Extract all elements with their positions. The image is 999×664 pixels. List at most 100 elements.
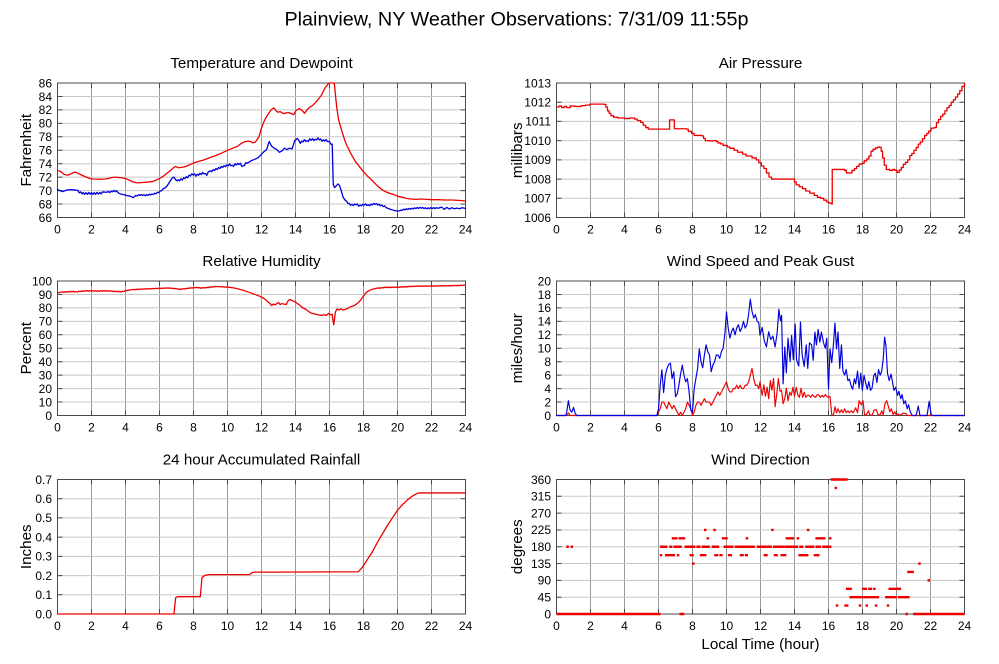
svg-text:80: 80 — [39, 117, 53, 131]
svg-text:24: 24 — [459, 421, 473, 435]
svg-text:8: 8 — [190, 619, 197, 633]
svg-text:2: 2 — [88, 223, 95, 237]
svg-text:Fahrenheit: Fahrenheit — [18, 113, 35, 186]
svg-text:16: 16 — [538, 301, 552, 315]
svg-text:10: 10 — [39, 395, 53, 409]
svg-text:4: 4 — [621, 421, 628, 435]
svg-text:1010: 1010 — [524, 134, 551, 148]
svg-text:14: 14 — [788, 223, 802, 237]
svg-text:72: 72 — [39, 170, 53, 184]
svg-text:4: 4 — [621, 223, 628, 237]
svg-text:16: 16 — [323, 421, 337, 435]
svg-text:6: 6 — [156, 619, 163, 633]
svg-text:1007: 1007 — [524, 192, 551, 206]
svg-text:14: 14 — [788, 619, 802, 633]
svg-text:20: 20 — [39, 382, 53, 396]
svg-text:12: 12 — [754, 421, 768, 435]
svg-text:270: 270 — [531, 506, 551, 520]
svg-text:24 hour Accumulated Rainfall: 24 hour Accumulated Rainfall — [163, 452, 361, 469]
svg-text:1012: 1012 — [524, 96, 551, 110]
svg-text:10: 10 — [221, 421, 235, 435]
svg-text:82: 82 — [39, 103, 53, 117]
svg-text:70: 70 — [39, 315, 53, 329]
svg-text:Air Pressure: Air Pressure — [719, 55, 803, 72]
svg-text:Local Time (hour): Local Time (hour) — [701, 636, 819, 653]
svg-text:40: 40 — [39, 355, 53, 369]
svg-text:0: 0 — [544, 409, 551, 423]
svg-text:24: 24 — [958, 223, 972, 237]
svg-text:45: 45 — [538, 590, 552, 604]
svg-text:0: 0 — [45, 409, 52, 423]
svg-text:0.2: 0.2 — [35, 569, 52, 583]
svg-text:20: 20 — [391, 421, 405, 435]
svg-text:20: 20 — [890, 223, 904, 237]
svg-text:10: 10 — [720, 619, 734, 633]
svg-text:22: 22 — [425, 619, 439, 633]
svg-text:Temperature and Dewpoint: Temperature and Dewpoint — [170, 55, 353, 72]
svg-text:1008: 1008 — [524, 172, 551, 186]
svg-text:225: 225 — [531, 523, 551, 537]
svg-text:20: 20 — [890, 619, 904, 633]
svg-text:315: 315 — [531, 490, 551, 504]
svg-text:18: 18 — [856, 223, 870, 237]
svg-text:10: 10 — [221, 223, 235, 237]
svg-text:1011: 1011 — [525, 115, 551, 129]
svg-text:20: 20 — [890, 421, 904, 435]
svg-text:1009: 1009 — [524, 153, 551, 167]
svg-text:0: 0 — [553, 619, 560, 633]
svg-text:135: 135 — [531, 557, 551, 571]
svg-text:6: 6 — [655, 619, 662, 633]
svg-text:10: 10 — [720, 421, 734, 435]
svg-text:0: 0 — [553, 421, 560, 435]
svg-text:68: 68 — [39, 197, 53, 211]
svg-text:14: 14 — [289, 223, 303, 237]
svg-text:0: 0 — [54, 223, 61, 237]
svg-text:20: 20 — [391, 619, 405, 633]
svg-text:4: 4 — [122, 619, 129, 633]
svg-text:100: 100 — [32, 274, 52, 288]
svg-text:86: 86 — [39, 76, 53, 90]
svg-text:80: 80 — [39, 301, 53, 315]
svg-text:360: 360 — [531, 473, 551, 487]
svg-text:8: 8 — [544, 355, 551, 369]
svg-text:12: 12 — [538, 328, 552, 342]
svg-text:2: 2 — [587, 421, 594, 435]
svg-text:24: 24 — [459, 619, 473, 633]
svg-text:4: 4 — [544, 382, 551, 396]
svg-text:16: 16 — [822, 619, 836, 633]
svg-text:90: 90 — [39, 288, 53, 302]
svg-text:70: 70 — [39, 184, 53, 198]
svg-text:miles/hour: miles/hour — [509, 313, 526, 383]
svg-text:Plainview, NY Weather Observat: Plainview, NY Weather Observations: 7/31… — [284, 9, 748, 31]
svg-text:66: 66 — [39, 211, 53, 225]
svg-text:2: 2 — [587, 619, 594, 633]
svg-text:6: 6 — [544, 368, 551, 382]
svg-text:90: 90 — [538, 574, 552, 588]
svg-text:0: 0 — [54, 421, 61, 435]
svg-text:24: 24 — [958, 421, 972, 435]
svg-text:millibars: millibars — [509, 122, 526, 178]
svg-text:12: 12 — [754, 223, 768, 237]
svg-text:30: 30 — [39, 368, 53, 382]
svg-text:1006: 1006 — [524, 211, 551, 225]
svg-text:16: 16 — [822, 223, 836, 237]
svg-text:14: 14 — [538, 315, 552, 329]
svg-text:10: 10 — [221, 619, 235, 633]
svg-text:14: 14 — [289, 421, 303, 435]
svg-text:6: 6 — [156, 223, 163, 237]
svg-text:24: 24 — [459, 223, 473, 237]
svg-text:1013: 1013 — [524, 76, 551, 90]
svg-text:2: 2 — [88, 421, 95, 435]
svg-text:12: 12 — [255, 421, 269, 435]
svg-text:0.6: 0.6 — [35, 492, 52, 506]
svg-text:12: 12 — [754, 619, 768, 633]
svg-text:16: 16 — [323, 619, 337, 633]
svg-text:14: 14 — [788, 421, 802, 435]
svg-text:84: 84 — [39, 90, 53, 104]
svg-text:20: 20 — [391, 223, 405, 237]
svg-text:22: 22 — [425, 421, 439, 435]
svg-text:60: 60 — [39, 328, 53, 342]
svg-text:Inches: Inches — [18, 524, 35, 569]
svg-text:degrees: degrees — [509, 519, 526, 574]
svg-text:4: 4 — [122, 223, 129, 237]
